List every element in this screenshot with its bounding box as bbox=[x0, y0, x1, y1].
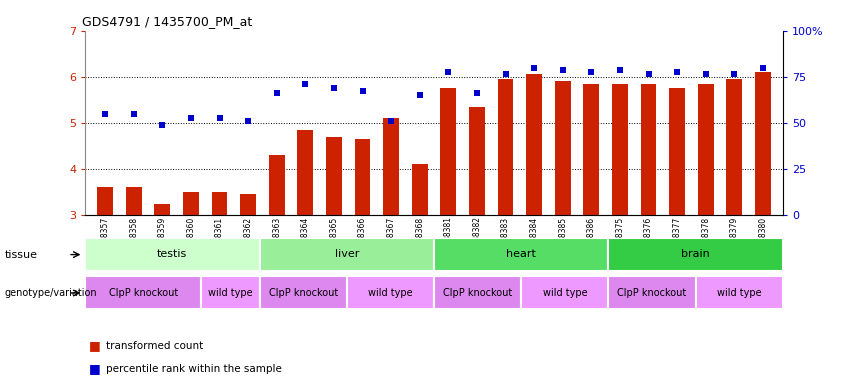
Point bbox=[528, 65, 541, 71]
Bar bbox=[85, 276, 202, 309]
Bar bbox=[555, 81, 570, 215]
Text: ClpP knockout: ClpP knockout bbox=[443, 288, 512, 298]
Text: liver: liver bbox=[334, 249, 359, 260]
Bar bbox=[498, 79, 513, 215]
Bar bbox=[612, 84, 628, 215]
Bar bbox=[260, 238, 434, 271]
Bar bbox=[698, 84, 714, 215]
Point bbox=[242, 118, 255, 124]
Bar bbox=[97, 187, 113, 215]
Bar bbox=[469, 107, 485, 215]
Point bbox=[99, 111, 112, 117]
Text: percentile rank within the sample: percentile rank within the sample bbox=[106, 364, 283, 374]
Point bbox=[642, 71, 655, 78]
Point bbox=[184, 115, 197, 121]
Text: wild type: wild type bbox=[717, 288, 762, 298]
Text: heart: heart bbox=[506, 249, 536, 260]
Bar bbox=[298, 130, 313, 215]
Bar bbox=[441, 88, 456, 215]
Bar bbox=[326, 137, 342, 215]
Bar bbox=[526, 74, 542, 215]
Point bbox=[499, 71, 512, 78]
Point bbox=[127, 111, 140, 117]
Bar bbox=[412, 164, 427, 215]
Bar bbox=[434, 238, 608, 271]
Point bbox=[299, 81, 312, 87]
Bar bbox=[383, 118, 399, 215]
Point bbox=[585, 69, 598, 75]
Point bbox=[470, 90, 483, 96]
Point bbox=[413, 92, 426, 98]
Bar bbox=[355, 139, 370, 215]
Bar bbox=[202, 276, 260, 309]
Point bbox=[756, 65, 769, 71]
Text: ClpP knockout: ClpP knockout bbox=[269, 288, 338, 298]
Text: wild type: wild type bbox=[368, 288, 413, 298]
Bar bbox=[727, 79, 742, 215]
Text: brain: brain bbox=[682, 249, 710, 260]
Bar bbox=[154, 204, 170, 215]
Point bbox=[270, 90, 283, 96]
Bar bbox=[183, 192, 199, 215]
Point bbox=[327, 85, 340, 91]
Text: ClpP knockout: ClpP knockout bbox=[109, 288, 178, 298]
Bar bbox=[240, 194, 256, 215]
Bar bbox=[669, 88, 685, 215]
Bar bbox=[260, 276, 347, 309]
Bar bbox=[608, 238, 783, 271]
Text: GDS4791 / 1435700_PM_at: GDS4791 / 1435700_PM_at bbox=[82, 15, 252, 28]
Text: tissue: tissue bbox=[4, 250, 37, 260]
Bar bbox=[695, 276, 783, 309]
Point bbox=[385, 118, 398, 124]
Bar bbox=[126, 187, 141, 215]
Text: wild type: wild type bbox=[208, 288, 253, 298]
Text: ■: ■ bbox=[89, 339, 101, 352]
Text: ClpP knockout: ClpP knockout bbox=[618, 288, 687, 298]
Bar bbox=[434, 276, 521, 309]
Text: testis: testis bbox=[157, 249, 187, 260]
Point bbox=[671, 69, 684, 75]
Point bbox=[156, 122, 169, 128]
Bar bbox=[755, 72, 771, 215]
Text: wild type: wild type bbox=[543, 288, 587, 298]
Bar bbox=[347, 276, 434, 309]
Point bbox=[442, 69, 455, 75]
Point bbox=[699, 71, 712, 78]
Bar bbox=[641, 84, 656, 215]
Point bbox=[213, 115, 226, 121]
Point bbox=[356, 88, 369, 94]
Bar bbox=[212, 192, 227, 215]
Point bbox=[728, 71, 741, 78]
Text: transformed count: transformed count bbox=[106, 341, 203, 351]
Bar bbox=[521, 276, 608, 309]
Text: ■: ■ bbox=[89, 362, 101, 375]
Bar bbox=[584, 84, 599, 215]
Point bbox=[556, 67, 569, 73]
Bar bbox=[85, 238, 260, 271]
Bar bbox=[608, 276, 695, 309]
Text: genotype/variation: genotype/variation bbox=[4, 288, 97, 298]
Point bbox=[613, 67, 626, 73]
Bar bbox=[269, 155, 284, 215]
